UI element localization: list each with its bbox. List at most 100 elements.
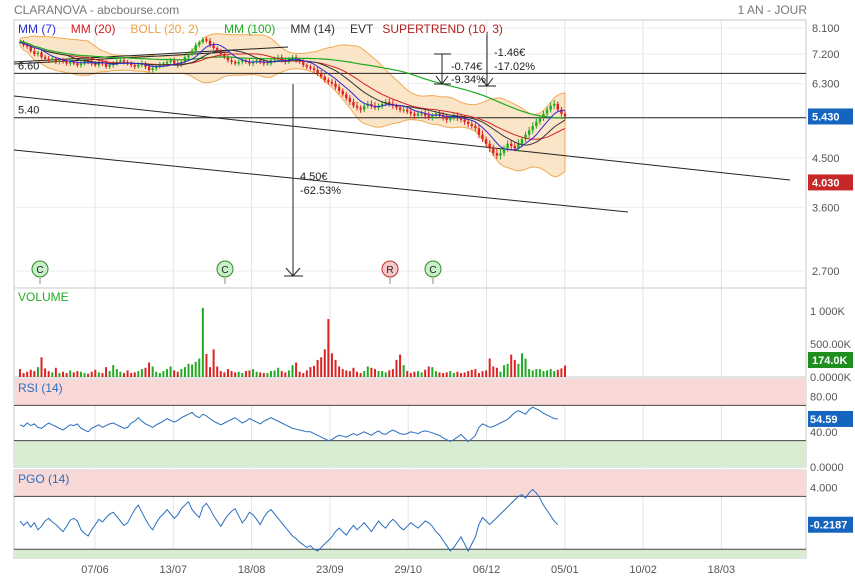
volume-bar [241,373,244,377]
volume-bar [65,373,68,377]
volume-bar [406,371,409,377]
volume-bar [535,369,538,377]
volume-bar [381,371,384,377]
candle-body [531,126,534,131]
volume-bar [169,366,172,377]
candle-body [147,66,151,71]
volume-bar [273,370,276,377]
volume-bar [309,367,312,377]
candle-body [535,121,538,127]
candle-body [409,111,413,114]
volume-bar [316,359,319,377]
volume-bar [90,371,93,377]
annotation-text: -62.53% [300,185,341,197]
candle-body [459,117,463,120]
candle-body [198,42,201,46]
candle-body [348,98,352,102]
volume-bar [105,367,108,377]
volume-bar [205,353,208,377]
volume-bar [22,373,25,377]
candle-body [29,46,32,52]
volume-bar [244,371,247,377]
volume-bar [503,365,506,377]
candle-body [223,54,226,58]
volume-bar [409,373,412,377]
candle-body [355,105,359,108]
rsi-line [19,406,558,443]
annotation-text: -0.74€ [451,61,482,73]
candle-body [104,63,108,67]
candle-body [445,117,448,120]
candle-body [201,39,205,43]
volume-bar [388,370,391,377]
candle-body [309,66,312,69]
candle-body [441,115,445,118]
candle-body [416,113,420,116]
candle-body [495,153,499,156]
candle-body [216,48,219,52]
volume-bar [255,371,258,377]
candle-body [553,103,556,106]
volume-bar [345,370,348,377]
candle-body [273,58,276,61]
chart-title: CLARANOVA - abcbourse.com [14,3,180,17]
ma100-line [19,40,566,119]
candle-body [330,81,334,84]
volume-bar [183,367,186,377]
event-label: C [429,265,436,276]
candle-body [481,134,484,140]
rsi-tick-label: 0.0000 [810,462,844,474]
ma7-line [19,41,566,151]
candle-body [334,83,337,88]
rsi-tick-label: 80.00 [810,392,838,404]
volume-bar [463,372,466,377]
volume-bar [538,369,541,377]
candle-body [359,107,362,110]
volume-bar [460,373,463,377]
volume-bar [130,373,133,377]
volume-bar [69,370,72,377]
candle-body [427,115,430,118]
volume-last-badge [808,352,853,368]
volume-bar [327,319,330,377]
volume-bar [209,367,212,377]
low-price-badge [808,174,853,191]
candle-body [208,40,212,46]
candle-body [449,117,452,120]
candle-body [341,90,344,95]
volume-bar [115,369,118,377]
volume-bar [474,369,477,377]
candle-body [68,61,72,64]
candle-body [319,73,323,77]
volume-bar [97,372,100,377]
volume-bar [549,369,552,377]
volume-bar [445,372,448,377]
volume-bar [237,371,240,377]
volume-bar [112,365,115,377]
candle-body [345,94,348,99]
volume-bar [492,366,495,377]
volume-bar [151,366,154,377]
volume-bar [384,372,387,377]
volume-bar [201,307,204,377]
volume-bar [438,372,441,377]
volume-bar [252,369,255,377]
volume-bar [148,362,151,377]
volume-bar [352,367,355,377]
last-price-badge [808,108,853,125]
candle-body [413,113,416,116]
candle-body [233,61,237,64]
legend-entry: MM (14) [290,22,335,36]
volume-bar [58,373,61,377]
y-tick-label: 3.600 [812,202,840,214]
volume-bar [33,371,36,377]
volume-bar [72,372,75,377]
volume-bar [101,373,104,377]
event-marker [31,260,49,278]
volume-bar [338,366,341,377]
pgo-tick-label: 4.000 [810,483,838,495]
volume-bar [528,369,531,377]
volume-bar [47,371,50,377]
volume-bar [402,365,405,377]
volume-bar [449,371,452,377]
